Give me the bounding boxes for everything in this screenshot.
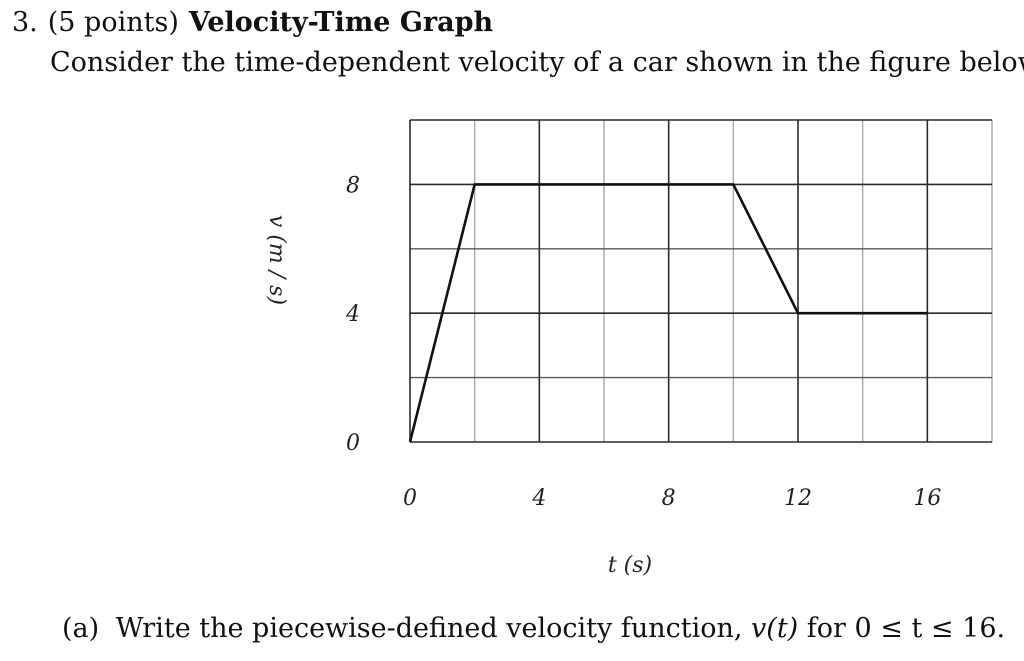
grid-major-lines — [409, 119, 992, 443]
grid-minor-lines — [410, 120, 993, 442]
y-axis-label: v (m / s) — [264, 215, 289, 305]
velocity-line — [408, 183, 928, 443]
y-tick-label: 0 — [346, 431, 360, 456]
x-tick-label: 12 — [784, 486, 812, 511]
problem-header: 3. (5 points) Velocity-Time Graph — [12, 4, 493, 42]
part-a-range: for 0 ≤ t ≤ 16. — [806, 613, 1006, 644]
y-tick-labels: 0 4 8 — [345, 173, 360, 456]
y-tick-label: 8 — [346, 173, 360, 198]
problem-title: Velocity-Time Graph — [188, 7, 494, 38]
x-tick-label: 16 — [913, 486, 941, 511]
problem-points: (5 points) — [47, 7, 179, 38]
part-a-label: (a) — [62, 613, 100, 644]
x-tick-label: 0 — [403, 486, 417, 511]
problem-number: 3. — [12, 7, 38, 38]
x-axis-label: t (s) — [608, 553, 652, 578]
x-tick-label: 4 — [531, 486, 546, 511]
x-tick-label: 8 — [662, 486, 676, 511]
y-tick-label: 4 — [345, 302, 360, 327]
part-a-question: (a) Write the piecewise-defined velocity… — [62, 610, 1005, 648]
part-a-text: Write the piecewise-defined velocity fun… — [115, 613, 743, 644]
problem-intro: Consider the time-dependent velocity of … — [50, 47, 1024, 78]
x-tick-labels: 0 4 8 12 16 — [403, 486, 941, 511]
part-a-function: v(t) — [751, 613, 799, 644]
